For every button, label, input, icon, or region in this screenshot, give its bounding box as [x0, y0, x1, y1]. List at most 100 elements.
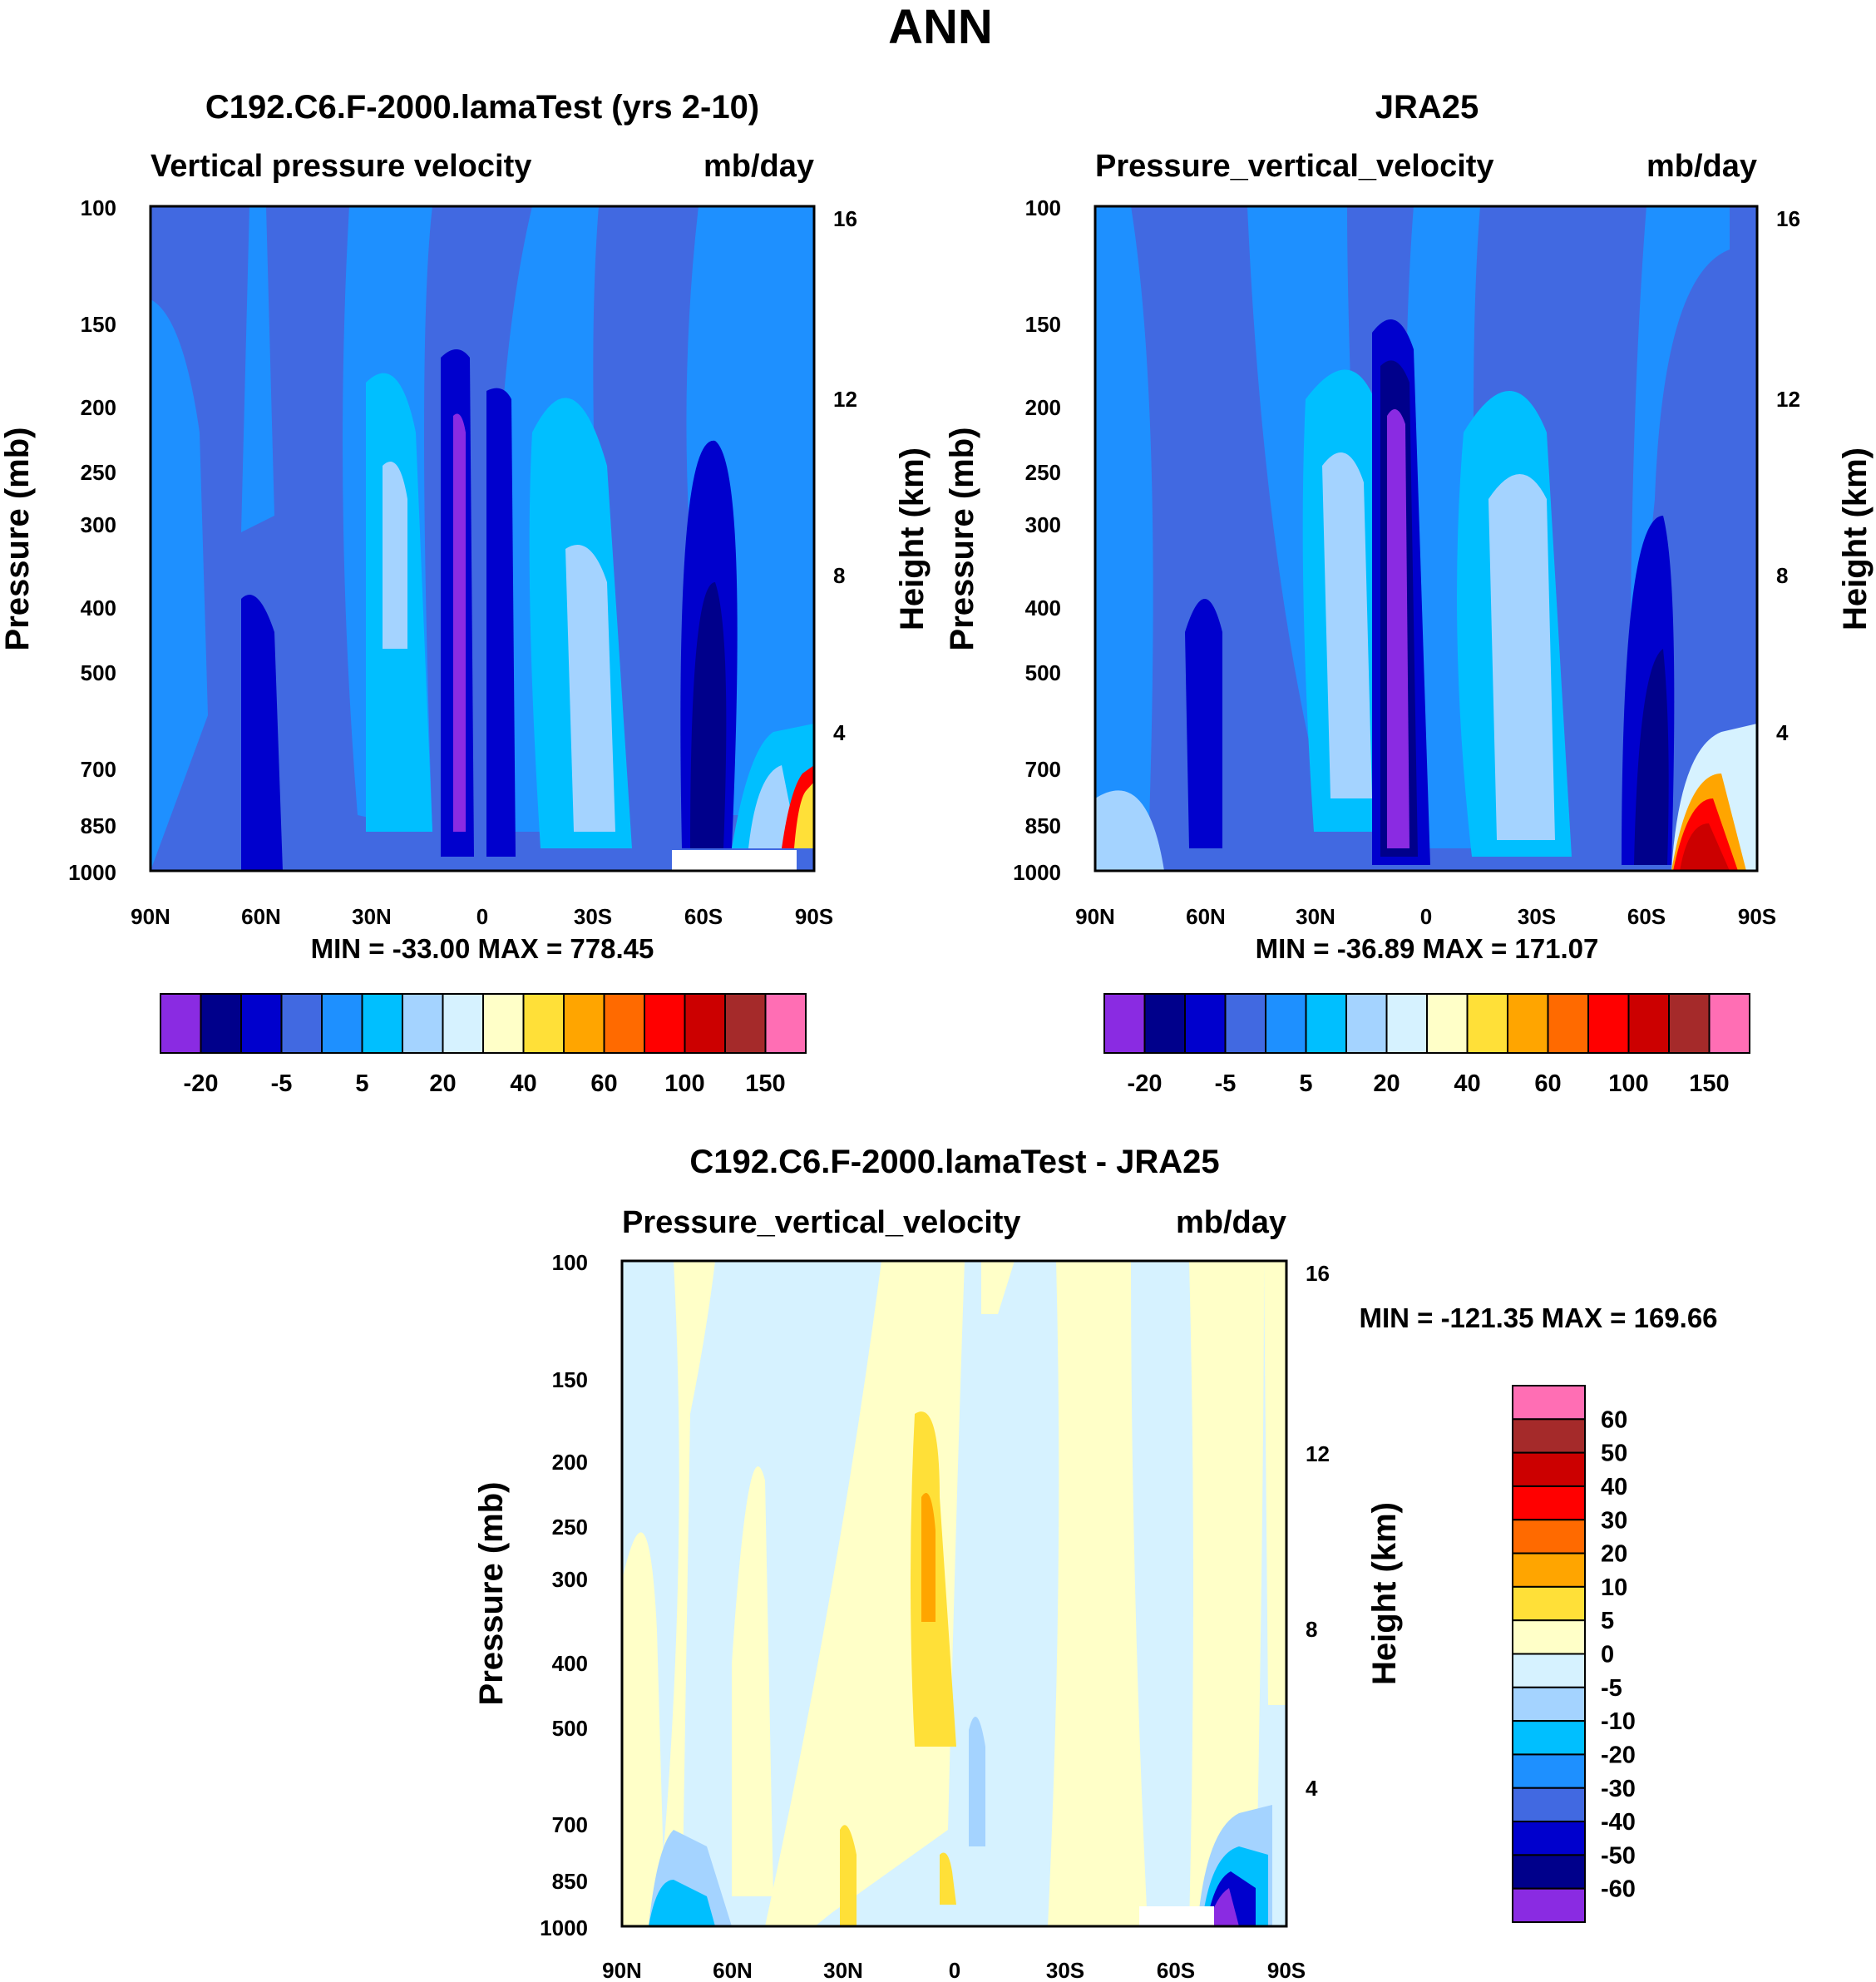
colorbar-label: -60: [1601, 1876, 1636, 1903]
colorbar-label: -20: [184, 1070, 219, 1097]
colorbar-swatch: [644, 993, 686, 1054]
panel-obs-variable-label: Pressure_vertical_velocity: [1095, 149, 1494, 184]
y-tick-label: 1000: [540, 1915, 588, 1940]
colorbar-swatch: [1512, 1585, 1586, 1622]
colorbar-swatch: [482, 993, 525, 1054]
colorbar-swatch: [1512, 1887, 1586, 1923]
colorbar-swatch: [1547, 993, 1589, 1054]
contour-field-obs: [1095, 206, 1757, 871]
y-tick-label: 850: [1025, 813, 1061, 838]
y-tick-label: 850: [552, 1869, 588, 1894]
y2-tick-label: 16: [1306, 1261, 1330, 1286]
y-tick-label: 400: [81, 596, 116, 620]
colorbar-swatch: [1385, 993, 1428, 1054]
colorbar-label: -20: [1128, 1070, 1163, 1097]
panel-obs-min-max: MIN = -36.89 MAX = 171.07: [1256, 933, 1599, 964]
colorbar-swatch: [280, 993, 323, 1054]
y-tick-label: 400: [552, 1651, 588, 1676]
x-tick-label: 30S: [1046, 1958, 1084, 1982]
panel-obs-y2-ticks: 16 12 8 4: [1776, 206, 1800, 745]
colorbar-swatch: [1184, 993, 1227, 1054]
colorbar-label: 40: [510, 1070, 536, 1097]
colorbar-swatch: [1512, 1720, 1586, 1756]
x-tick-label: 30N: [823, 1958, 863, 1982]
y2-tick-label: 12: [833, 387, 857, 412]
x-tick-label: 90N: [602, 1958, 642, 1982]
y2-tick-label: 12: [1776, 387, 1800, 412]
panel-diff-units-label: mb/day: [1176, 1205, 1286, 1240]
colorbar-label: 60: [590, 1070, 617, 1097]
panel-diff-min-max: MIN = -121.35 MAX = 169.66: [1359, 1302, 1717, 1333]
y-tick-label: 200: [81, 395, 116, 420]
panel-obs-y-ticks: 100 150 200 250 300 400 500 700 850 1000: [1013, 195, 1061, 885]
x-tick-label: 90N: [1075, 904, 1115, 929]
colorbar-label: 10: [1601, 1574, 1627, 1601]
colorbar-swatch: [522, 993, 565, 1054]
colorbar-swatch: [724, 993, 767, 1054]
colorbar-swatch: [1224, 993, 1266, 1054]
colorbar-swatch: [1265, 993, 1307, 1054]
colorbar-swatch: [402, 993, 444, 1054]
colorbar-swatch: [240, 993, 283, 1054]
y-tick-label: 150: [81, 312, 116, 337]
colorbar-label: 40: [1601, 1474, 1627, 1500]
x-tick-label: 90S: [1267, 1958, 1306, 1982]
y-tick-label: 500: [552, 1716, 588, 1741]
colorbar-swatch: [1668, 993, 1711, 1054]
colorbar-model: -20 -5 5 20 40 60 100 150: [160, 993, 807, 1097]
colorbar-swatch: [1143, 993, 1186, 1054]
y2-tick-label: 8: [1306, 1617, 1317, 1642]
y-tick-label: 500: [1025, 660, 1061, 685]
panel-model-variable-label: Vertical pressure velocity: [151, 149, 531, 184]
colorbar-label: -20: [1601, 1742, 1636, 1768]
y-tick-label: 100: [1025, 195, 1061, 220]
colorbar-label: 50: [1601, 1441, 1627, 1467]
colorbar-swatch: [1512, 1821, 1586, 1856]
colorbar-label: 20: [429, 1070, 456, 1097]
colorbar-swatch: [1512, 1653, 1586, 1688]
panel-diff-variable-label: Pressure_vertical_velocity: [622, 1205, 1021, 1240]
colorbar-swatch: [1512, 1552, 1586, 1588]
y-tick-label: 100: [81, 195, 116, 220]
y-tick-label: 500: [81, 660, 116, 685]
y2-tick-label: 8: [1776, 563, 1788, 588]
x-tick-label: 60S: [684, 904, 723, 929]
colorbar-swatch: [764, 993, 807, 1054]
colorbar-swatch: [563, 993, 605, 1054]
y-tick-label: 700: [1025, 757, 1061, 782]
x-tick-label: 0: [476, 904, 488, 929]
figure-title: ANN: [888, 0, 993, 54]
y-tick-label: 300: [552, 1567, 588, 1592]
x-tick-label: 30N: [352, 904, 392, 929]
y-tick-label: 100: [552, 1250, 588, 1275]
panel-model-y-ticks: 100 150 200 250 300 400 500 700 850 1000: [68, 195, 116, 885]
y2-tick-label: 4: [1776, 720, 1789, 745]
colorbar-label: -5: [271, 1070, 293, 1097]
x-tick-label: 60N: [1186, 904, 1226, 929]
y-tick-label: 200: [552, 1450, 588, 1475]
colorbar-swatch: [442, 993, 484, 1054]
colorbar-swatch: [1507, 993, 1549, 1054]
y-tick-label: 250: [1025, 460, 1061, 485]
colorbar-swatch: [603, 993, 645, 1054]
panel-model-min-max: MIN = -33.00 MAX = 778.45: [311, 933, 654, 964]
contour-field-model: [151, 206, 814, 871]
colorbar-label: 100: [1608, 1070, 1648, 1097]
x-tick-label: 60N: [241, 904, 281, 929]
y-tick-label: 250: [552, 1515, 588, 1540]
x-tick-label: 90S: [795, 904, 833, 929]
x-tick-label: 0: [949, 1958, 960, 1982]
y2-axis-label: Height (km): [894, 447, 931, 630]
y2-tick-label: 12: [1306, 1441, 1330, 1466]
colorbar-swatch: [1512, 1753, 1586, 1789]
colorbar-label: 150: [745, 1070, 785, 1097]
y2-tick-label: 4: [833, 720, 846, 745]
x-tick-label: 90S: [1738, 904, 1776, 929]
y-tick-label: 300: [81, 512, 116, 537]
colorbar-label: 20: [1373, 1070, 1400, 1097]
x-tick-label: 30S: [1518, 904, 1556, 929]
y2-tick-label: 16: [833, 206, 857, 231]
colorbar-label: -5: [1215, 1070, 1237, 1097]
